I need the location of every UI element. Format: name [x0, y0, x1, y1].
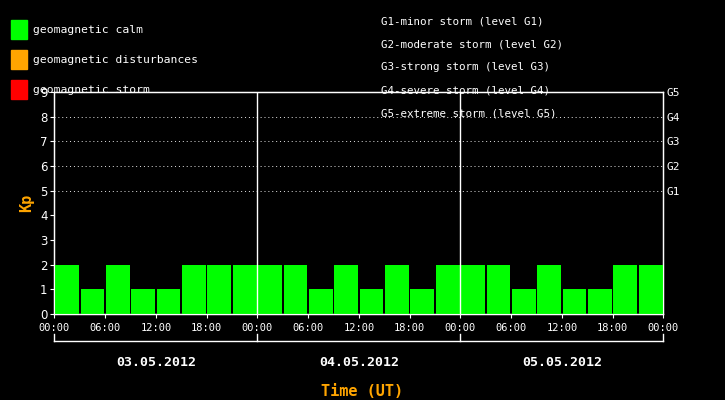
Bar	[283, 265, 307, 314]
Text: G5-extreme storm (level G5): G5-extreme storm (level G5)	[381, 109, 556, 119]
Bar	[512, 289, 536, 314]
Bar	[207, 265, 231, 314]
Text: geomagnetic calm: geomagnetic calm	[33, 25, 143, 35]
Bar	[182, 265, 206, 314]
Text: G3-strong storm (level G3): G3-strong storm (level G3)	[381, 62, 550, 72]
Bar	[157, 289, 181, 314]
Text: geomagnetic storm: geomagnetic storm	[33, 85, 149, 95]
Bar	[80, 289, 104, 314]
Text: 05.05.2012: 05.05.2012	[522, 356, 602, 368]
Bar	[537, 265, 561, 314]
Text: 04.05.2012: 04.05.2012	[319, 356, 399, 368]
Text: geomagnetic disturbances: geomagnetic disturbances	[33, 55, 198, 65]
Text: 03.05.2012: 03.05.2012	[116, 356, 196, 368]
Text: G1-minor storm (level G1): G1-minor storm (level G1)	[381, 16, 543, 26]
Bar	[639, 265, 663, 314]
Bar	[334, 265, 358, 314]
Bar	[588, 289, 612, 314]
Bar	[613, 265, 637, 314]
Bar	[131, 289, 155, 314]
Bar	[486, 265, 510, 314]
Text: Time (UT): Time (UT)	[321, 384, 404, 399]
Bar	[410, 289, 434, 314]
Text: G4-severe storm (level G4): G4-severe storm (level G4)	[381, 86, 550, 96]
Bar	[563, 289, 587, 314]
Bar	[258, 265, 282, 314]
Bar	[461, 265, 485, 314]
Bar	[360, 289, 384, 314]
Text: G2-moderate storm (level G2): G2-moderate storm (level G2)	[381, 39, 563, 49]
Y-axis label: Kp: Kp	[20, 194, 34, 212]
Bar	[385, 265, 409, 314]
Bar	[106, 265, 130, 314]
Bar	[55, 265, 79, 314]
Bar	[233, 265, 257, 314]
Bar	[436, 265, 460, 314]
Bar	[309, 289, 333, 314]
